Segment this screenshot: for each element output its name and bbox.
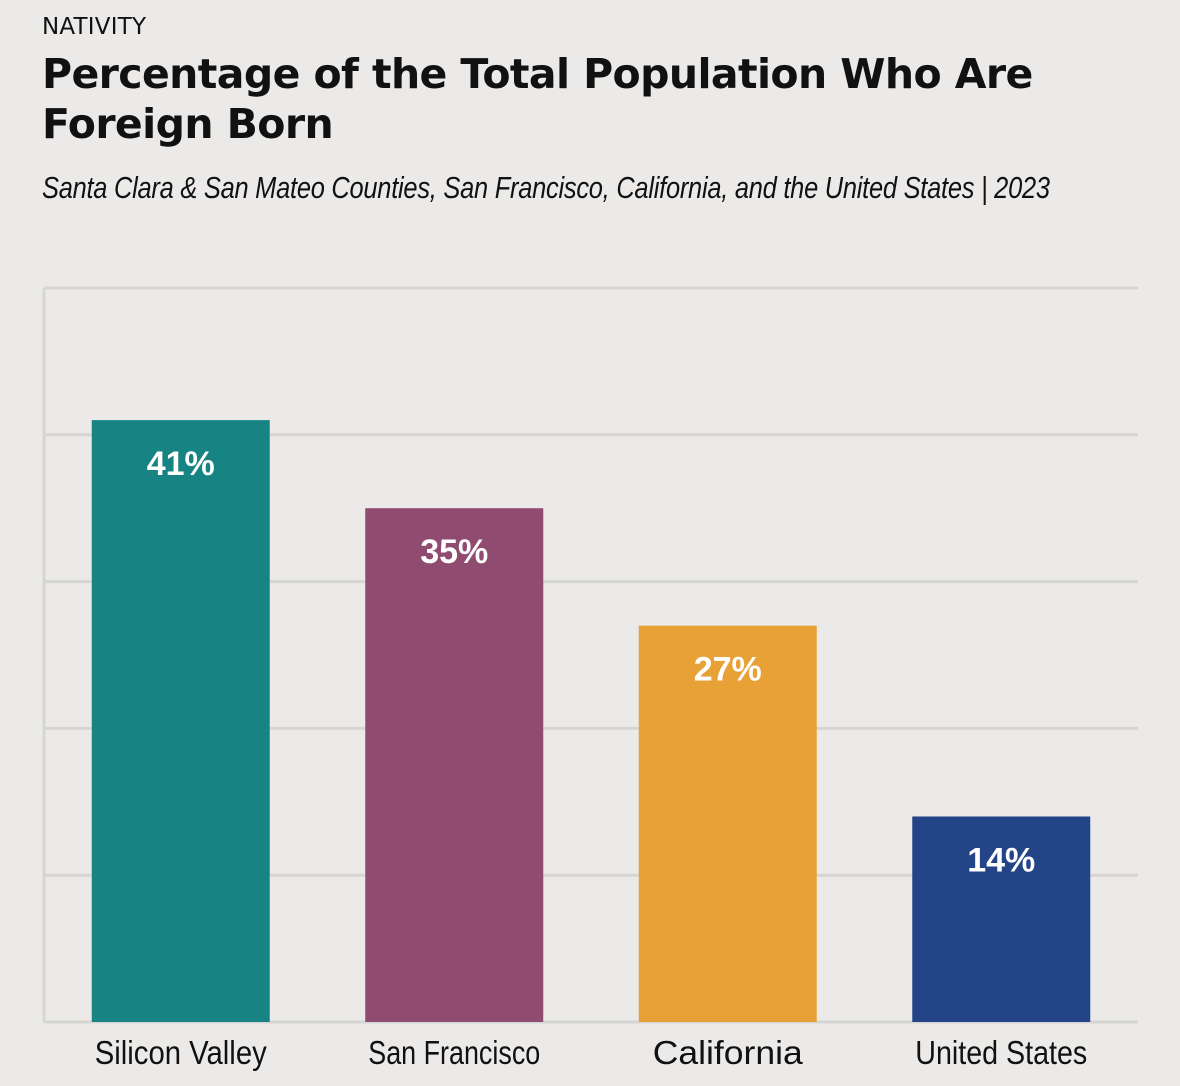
x-tick-label: San Francisco [368, 1034, 540, 1071]
bar-silicon-valley [91, 420, 270, 1022]
bar-california [638, 625, 817, 1022]
data-label: 35% [420, 533, 488, 571]
chart-kicker: NATIVITY [42, 14, 147, 40]
x-tick-label: Silicon Valley [95, 1034, 267, 1071]
data-label: 41% [147, 445, 215, 483]
bars [91, 420, 1091, 1022]
value-labels: 41% 35% 27% 14% [147, 445, 1036, 879]
data-label: 14% [967, 841, 1035, 879]
data-label: 27% [694, 651, 762, 689]
bar-san-francisco [365, 508, 544, 1022]
x-tick-label: California [653, 1034, 804, 1071]
chart-title: Percentage of the Total Population Who A… [42, 50, 1033, 148]
x-tick-labels: Silicon Valley San Francisco California Uni… [95, 1034, 1088, 1071]
x-tick-label: United States [915, 1034, 1087, 1071]
chart-subtitle: Santa Clara & San Mateo Counties, San Fr… [42, 170, 1050, 205]
bar-united-states [912, 816, 1091, 1022]
